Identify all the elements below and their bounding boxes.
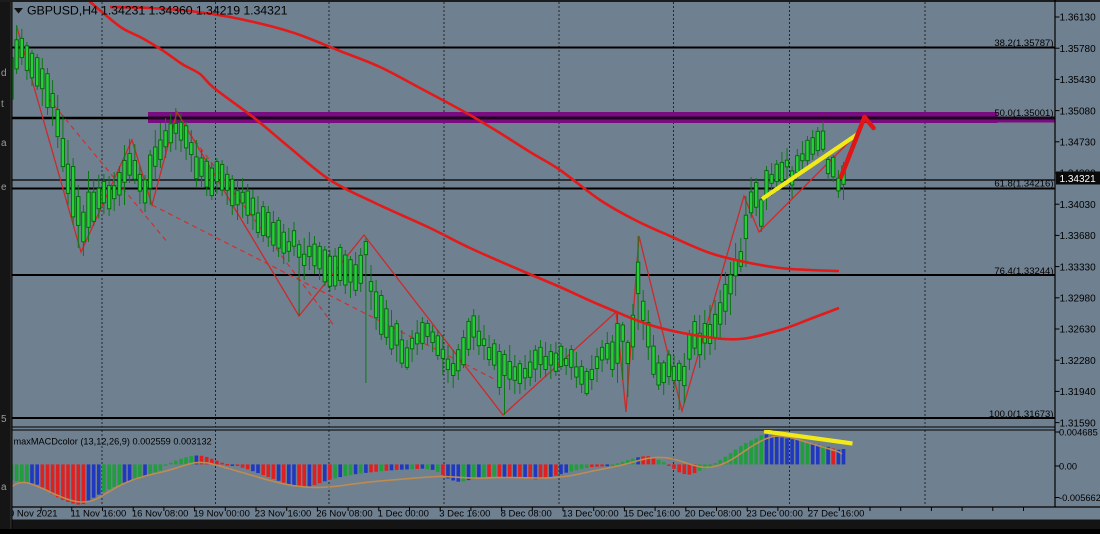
svg-text:-0.005662: -0.005662 xyxy=(1059,493,1100,503)
svg-text:1.32280: 1.32280 xyxy=(1060,356,1097,367)
svg-text:16 Nov 08:00: 16 Nov 08:00 xyxy=(132,509,189,520)
svg-text:0.00: 0.00 xyxy=(1059,462,1077,472)
svg-text:13 Dec 00:00: 13 Dec 00:00 xyxy=(562,509,619,520)
svg-text:a: a xyxy=(1,482,7,493)
svg-text:8 Dec 08:00: 8 Dec 08:00 xyxy=(501,509,552,520)
svg-text:1 Dec 00:00: 1 Dec 00:00 xyxy=(378,509,429,520)
svg-text:1.33330: 1.33330 xyxy=(1060,262,1097,273)
svg-text:0.004685: 0.004685 xyxy=(1059,428,1098,438)
svg-text:61.8(1.34216): 61.8(1.34216) xyxy=(994,179,1053,190)
svg-text:1.35430: 1.35430 xyxy=(1060,75,1097,86)
svg-text:27 Dec 16:00: 27 Dec 16:00 xyxy=(808,509,865,520)
svg-text:1.33680: 1.33680 xyxy=(1060,231,1097,242)
svg-text:1.31940: 1.31940 xyxy=(1060,387,1097,398)
svg-text:GBPUSD,H4 1.34231 1.34360 1.3: GBPUSD,H4 1.34231 1.34360 1.34219 1.3432… xyxy=(27,3,288,17)
svg-text:20 Dec 08:00: 20 Dec 08:00 xyxy=(685,509,742,520)
svg-text:76.4(1.33244): 76.4(1.33244) xyxy=(994,266,1053,277)
svg-text:1.32630: 1.32630 xyxy=(1060,325,1097,336)
svg-text:1.35780: 1.35780 xyxy=(1060,44,1097,55)
svg-text:d: d xyxy=(1,68,7,79)
svg-text:t: t xyxy=(1,99,4,110)
svg-text:38.2(1.35787): 38.2(1.35787) xyxy=(994,38,1053,49)
svg-text:15 Dec 16:00: 15 Dec 16:00 xyxy=(624,509,681,520)
svg-text:1.31590: 1.31590 xyxy=(1060,418,1097,429)
svg-text:23 Dec 00:00: 23 Dec 00:00 xyxy=(746,509,803,520)
svg-text:a: a xyxy=(1,138,7,149)
svg-text:19 Nov 00:00: 19 Nov 00:00 xyxy=(193,509,250,520)
svg-text:1.34030: 1.34030 xyxy=(1060,200,1097,211)
svg-text:1.34730: 1.34730 xyxy=(1060,138,1097,149)
svg-text:100.0(1.31673): 100.0(1.31673) xyxy=(989,409,1053,420)
svg-text:11 Nov 16:00: 11 Nov 16:00 xyxy=(71,509,127,520)
svg-text:maxMACDcolor (13,12,26,9) 0.00: maxMACDcolor (13,12,26,9) 0.002559 0.003… xyxy=(14,437,212,447)
svg-text:5: 5 xyxy=(1,414,7,425)
svg-text:9 Nov 2021: 9 Nov 2021 xyxy=(9,509,58,520)
svg-text:1.32980: 1.32980 xyxy=(1060,294,1097,305)
svg-text:1.35080: 1.35080 xyxy=(1060,106,1097,117)
svg-text:26 Nov 08:00: 26 Nov 08:00 xyxy=(316,509,373,520)
svg-text:e: e xyxy=(1,182,7,193)
svg-text:1.34321: 1.34321 xyxy=(1060,174,1097,185)
svg-text:50.0(1.35001): 50.0(1.35001) xyxy=(994,108,1053,119)
svg-text:23 Nov 16:00: 23 Nov 16:00 xyxy=(255,509,312,520)
svg-text:1.36130: 1.36130 xyxy=(1060,13,1097,24)
svg-text:3 Dec 16:00: 3 Dec 16:00 xyxy=(439,509,490,520)
